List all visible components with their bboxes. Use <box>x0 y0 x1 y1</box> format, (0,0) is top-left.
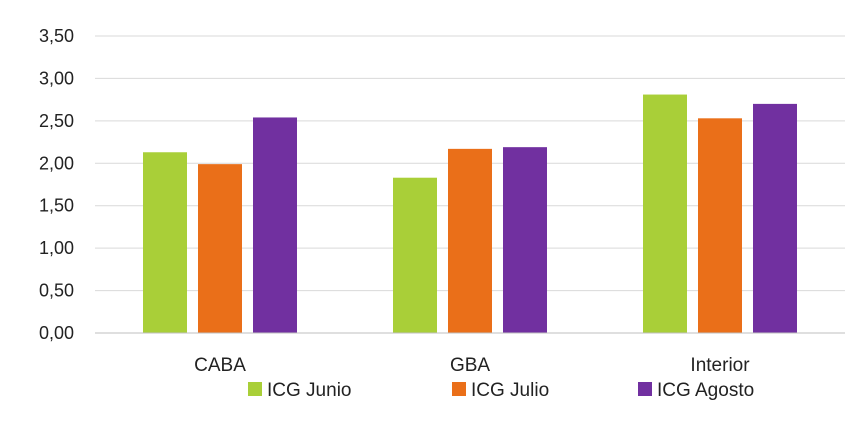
legend: ICG Junio ICG Julio ICG Agosto <box>248 380 754 401</box>
legend-label: ICG Julio <box>471 380 549 401</box>
y-tick-label: 0,00 <box>39 323 74 343</box>
bar-caba-icg-junio <box>143 152 187 333</box>
y-tick-label: 1,50 <box>39 196 74 216</box>
bar-interior-icg-junio <box>643 94 687 334</box>
y-tick-label: 2,00 <box>39 153 74 173</box>
bar-caba-icg-julio <box>198 164 242 333</box>
bar-interior-icg-agosto <box>753 103 797 333</box>
bar-caba-icg-agosto <box>253 117 297 333</box>
y-tick-label: 3,00 <box>39 68 74 88</box>
y-tick-label: 3,50 <box>39 26 74 46</box>
legend-swatch <box>638 382 652 396</box>
category-label: GBA <box>450 355 490 376</box>
legend-swatch <box>452 382 466 396</box>
legend-label: ICG Agosto <box>657 380 754 401</box>
y-tick-label: 1,00 <box>39 238 74 258</box>
bar-gba-icg-junio <box>393 177 437 333</box>
y-axis-tick-labels: 0,00 0,50 1,00 1,50 2,00 2,50 3,00 3,50 <box>39 26 74 343</box>
bar-gba-icg-julio <box>448 148 492 333</box>
category-label: Interior <box>690 355 750 376</box>
bar-interior-icg-julio <box>698 118 742 333</box>
legend-label: ICG Junio <box>267 380 351 401</box>
bars <box>143 94 797 334</box>
category-label: CABA <box>194 355 246 376</box>
y-tick-label: 2,50 <box>39 111 74 131</box>
y-tick-label: 0,50 <box>39 281 74 301</box>
category-labels: CABA GBA Interior <box>194 355 750 376</box>
legend-swatch <box>248 382 262 396</box>
bar-gba-icg-agosto <box>503 147 547 333</box>
